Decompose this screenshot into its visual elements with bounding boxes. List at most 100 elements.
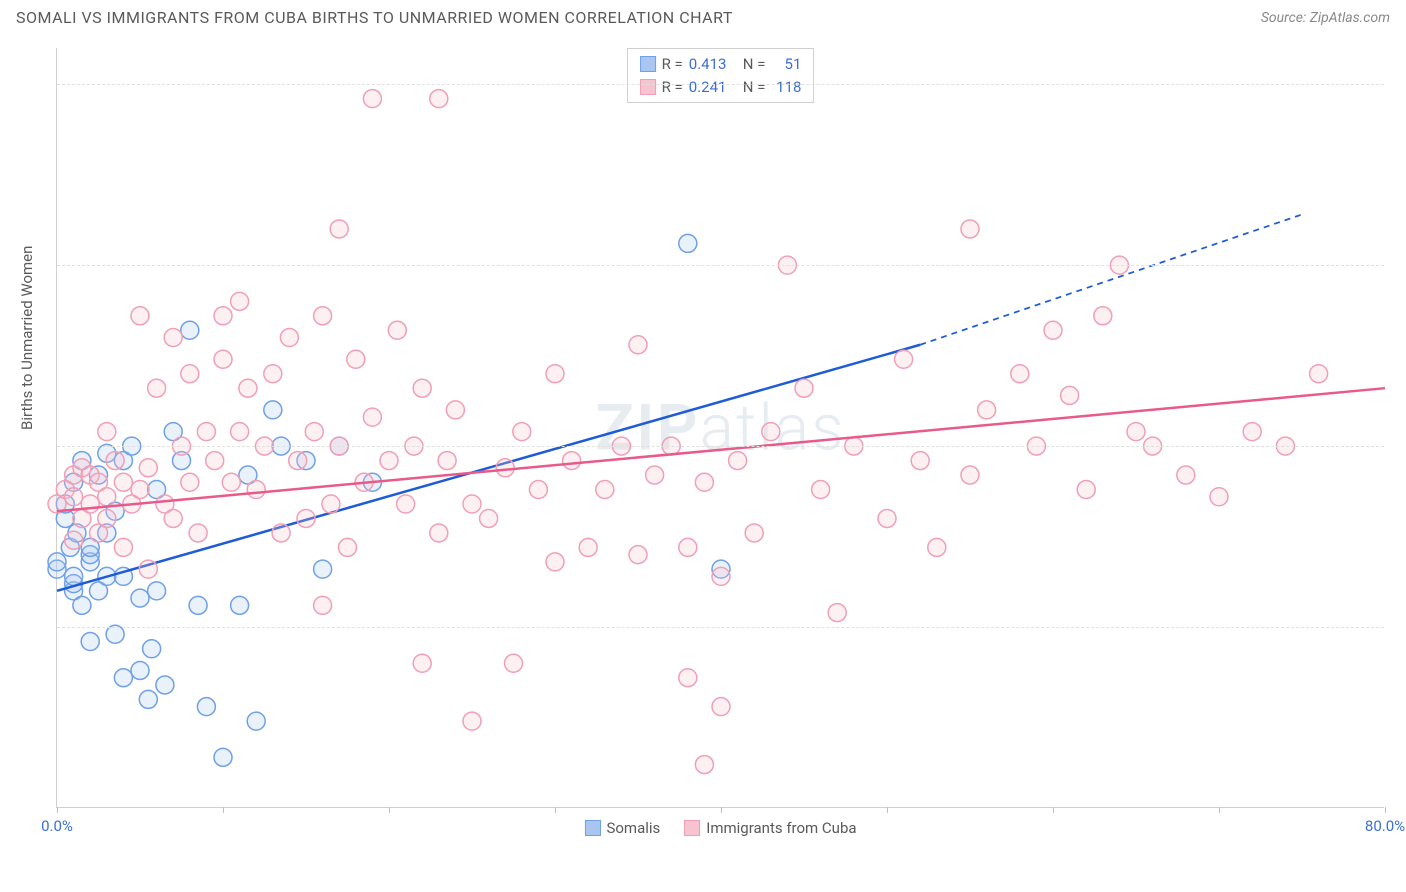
stats-box: R =0.413N =51R =0.241N =118 (627, 48, 815, 103)
legend-label: Immigrants from Cuba (706, 819, 856, 837)
data-point (463, 712, 481, 730)
data-point (546, 553, 564, 571)
data-point (438, 452, 456, 470)
data-point (596, 481, 614, 499)
data-point (1044, 321, 1062, 339)
data-point (131, 307, 149, 325)
data-point (65, 567, 83, 585)
data-point (222, 473, 240, 491)
data-point (911, 452, 929, 470)
chart-title: SOMALI VS IMMIGRANTS FROM CUBA BIRTHS TO… (16, 8, 733, 27)
x-tick (57, 807, 58, 813)
gridline (57, 627, 1384, 628)
data-point (314, 560, 332, 578)
data-point (347, 350, 365, 368)
data-point (1243, 423, 1261, 441)
data-point (289, 452, 307, 470)
data-point (247, 712, 265, 730)
y-tick-label: 100.0% (1394, 75, 1406, 93)
data-point (388, 321, 406, 339)
data-point (98, 488, 116, 506)
data-point (139, 560, 157, 578)
data-point (712, 698, 730, 716)
legend-label: Somalis (606, 819, 660, 837)
n-value: 51 (771, 53, 801, 76)
legend-item: Immigrants from Cuba (684, 819, 856, 837)
gridline (57, 84, 1384, 85)
data-point (961, 466, 979, 484)
data-point (197, 423, 215, 441)
data-point (214, 307, 232, 325)
x-tick (1219, 807, 1220, 813)
data-point (430, 90, 448, 108)
data-point (272, 524, 290, 542)
data-point (189, 524, 207, 542)
data-point (231, 423, 249, 441)
data-point (695, 473, 713, 491)
data-point (114, 538, 132, 556)
data-point (961, 220, 979, 238)
data-point (65, 531, 83, 549)
data-point (546, 365, 564, 383)
data-point (164, 329, 182, 347)
x-tick (1385, 807, 1386, 813)
data-point (812, 481, 830, 499)
data-point (363, 408, 381, 426)
data-point (529, 481, 547, 499)
data-point (513, 423, 531, 441)
r-label: R = (662, 76, 683, 99)
data-point (1127, 423, 1145, 441)
data-point (795, 379, 813, 397)
data-point (247, 481, 265, 499)
data-point (131, 481, 149, 499)
data-point (563, 452, 581, 470)
data-point (264, 401, 282, 419)
data-point (629, 336, 647, 354)
y-axis-label: Births to Unmarried Women (18, 246, 36, 430)
data-point (579, 538, 597, 556)
data-point (239, 379, 257, 397)
data-point (214, 748, 232, 766)
x-tick (223, 807, 224, 813)
data-point (189, 596, 207, 614)
data-point (978, 401, 996, 419)
data-point (214, 350, 232, 368)
header: SOMALI VS IMMIGRANTS FROM CUBA BIRTHS TO… (0, 0, 1406, 31)
data-point (1061, 386, 1079, 404)
data-point (679, 538, 697, 556)
r-value: 0.413 (689, 53, 737, 76)
legend-item: Somalis (584, 819, 660, 837)
data-point (206, 452, 224, 470)
data-point (114, 669, 132, 687)
data-point (413, 654, 431, 672)
data-point (1210, 488, 1228, 506)
data-point (231, 292, 249, 310)
data-point (1094, 307, 1112, 325)
x-tick-label: 80.0% (1365, 817, 1405, 835)
r-value: 0.241 (689, 76, 737, 99)
gridline (57, 265, 1384, 266)
data-point (148, 582, 166, 600)
chart-area: ZIPatlas R =0.413N =51R =0.241N =118 Som… (56, 48, 1384, 808)
data-point (339, 538, 357, 556)
x-tick (1053, 807, 1054, 813)
data-point (828, 604, 846, 622)
data-point (81, 633, 99, 651)
source-label: Source: ZipAtlas.com (1261, 10, 1390, 26)
gridline (57, 446, 1384, 447)
scatter-plot (57, 48, 1384, 807)
data-point (197, 698, 215, 716)
data-point (1177, 466, 1195, 484)
data-point (895, 350, 913, 368)
data-point (297, 509, 315, 527)
data-point (98, 423, 116, 441)
x-tick-label: 0.0% (41, 817, 73, 835)
data-point (480, 509, 498, 527)
data-point (98, 509, 116, 527)
data-point (81, 495, 99, 513)
x-tick (721, 807, 722, 813)
data-point (139, 459, 157, 477)
data-point (928, 538, 946, 556)
data-point (139, 690, 157, 708)
data-point (314, 596, 332, 614)
